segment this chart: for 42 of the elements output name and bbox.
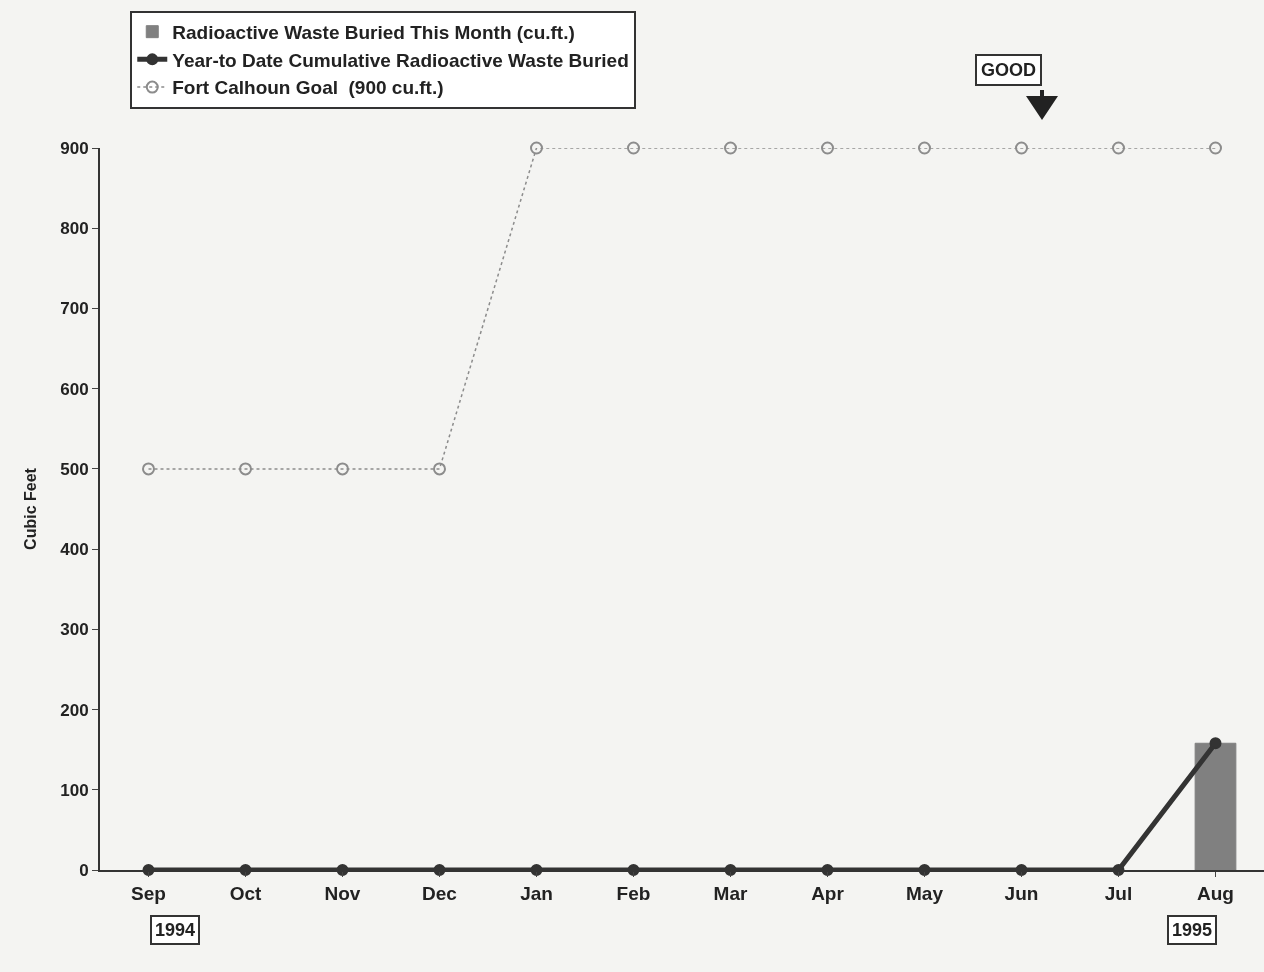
point: [433, 462, 446, 476]
y-tick-label: 200: [60, 700, 89, 720]
point: [530, 141, 543, 155]
point: [1112, 141, 1125, 155]
x-tick-label: May: [906, 882, 944, 904]
x-tick-label: Dec: [422, 882, 458, 904]
x-tick-label: Oct: [229, 882, 262, 904]
y-tick-label: 500: [60, 459, 89, 479]
y-tick-label: 0: [79, 860, 89, 880]
point: [336, 462, 349, 476]
point: [724, 141, 737, 155]
x-tick-label: Nov: [324, 882, 361, 904]
x-tick-label: Aug: [1197, 882, 1234, 904]
x-tick-label: Sep: [131, 882, 166, 904]
legend-label: Year-to Date Cumulative Radioactive Waste Buried: [172, 49, 629, 71]
point: [918, 141, 931, 155]
x-tick-label: Jun: [1004, 882, 1039, 904]
y-tick-label: 900: [60, 138, 89, 158]
y-tick-label: 800: [60, 219, 89, 239]
legend-label: Fort Calhoun Goal (900 cu.ft.): [172, 77, 444, 99]
text: 1994: [155, 920, 196, 940]
legend-label: Radioactive Waste Buried This Month (cu.ft.): [172, 22, 575, 44]
point: [1209, 141, 1222, 155]
y-tick-label: 100: [60, 780, 89, 800]
point: [239, 462, 252, 476]
y-tick-label: 600: [60, 379, 89, 399]
x-tick-label: Apr: [811, 882, 845, 904]
text: 1995: [1172, 920, 1213, 940]
x-tick-label: Feb: [616, 882, 651, 904]
point: [627, 141, 640, 155]
y-tick-label: 700: [60, 299, 89, 319]
point: [1015, 141, 1028, 155]
point: [142, 462, 155, 476]
x-tick-label: Jul: [1104, 882, 1133, 904]
y-tick-label: 300: [60, 620, 89, 640]
x-tick-label: Mar: [713, 882, 748, 904]
point: [821, 141, 834, 155]
y-axis-title: Cubic Feet: [21, 467, 39, 550]
y-tick-label: 400: [60, 540, 89, 560]
point: [1209, 737, 1222, 750]
x-tick-label: Jan: [520, 882, 553, 904]
text: GOOD: [981, 60, 1037, 80]
